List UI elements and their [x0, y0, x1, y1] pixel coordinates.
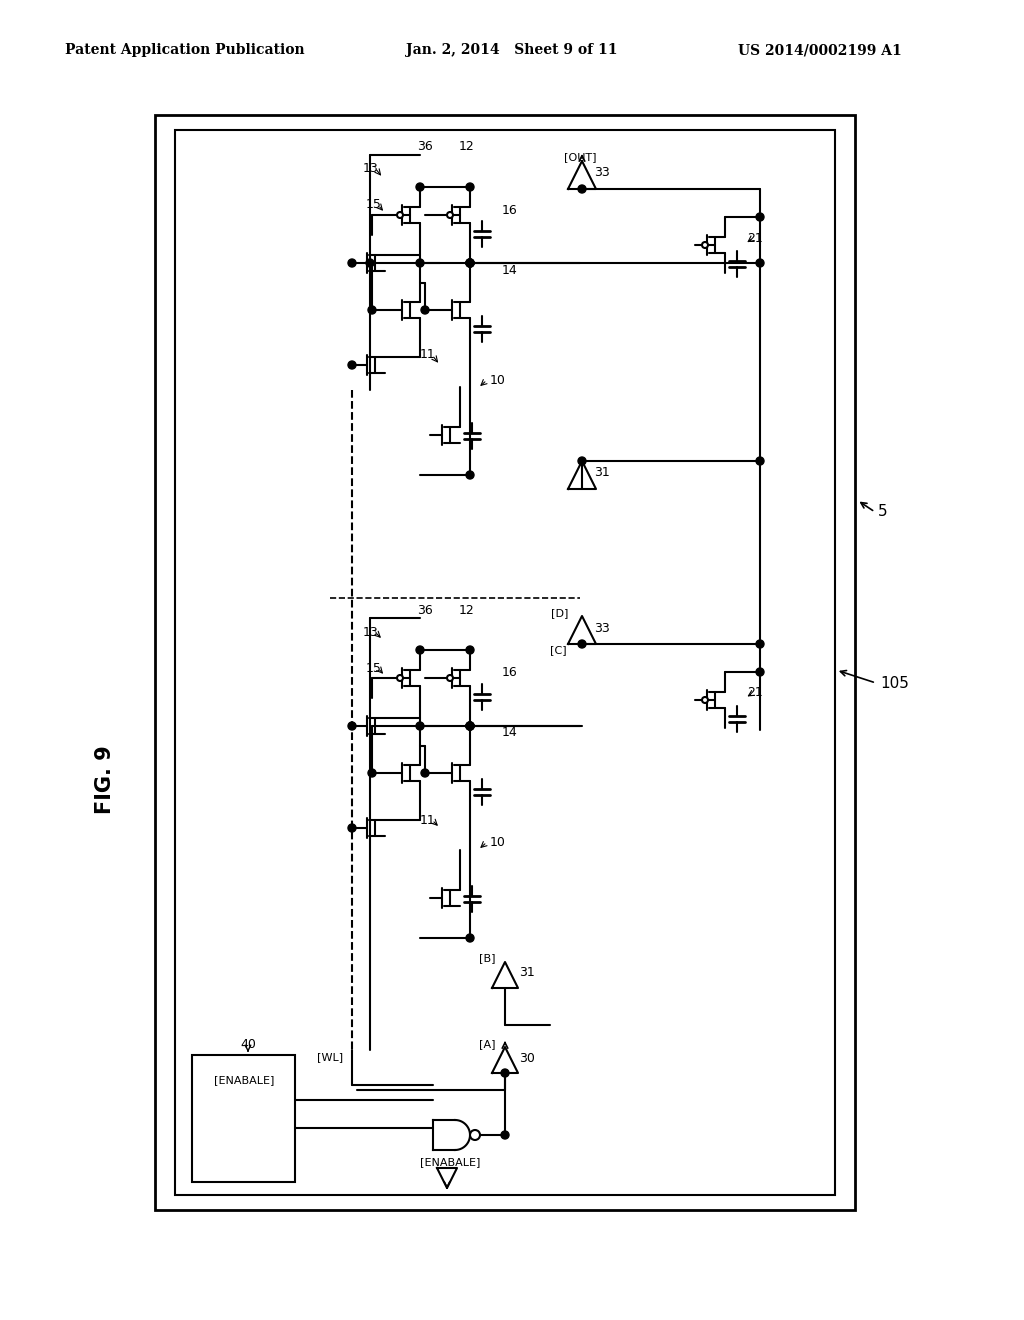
Circle shape: [702, 242, 708, 248]
Text: 10: 10: [490, 374, 506, 387]
Circle shape: [466, 259, 474, 267]
Circle shape: [447, 213, 453, 218]
Text: 40: 40: [240, 1039, 256, 1052]
Text: 21: 21: [748, 686, 763, 700]
Text: Patent Application Publication: Patent Application Publication: [66, 44, 305, 57]
Circle shape: [578, 457, 586, 465]
Circle shape: [397, 213, 403, 218]
Text: [A]: [A]: [479, 1039, 496, 1049]
Circle shape: [366, 259, 374, 267]
Circle shape: [348, 360, 356, 370]
Circle shape: [466, 722, 474, 730]
Text: [WL]: [WL]: [316, 1052, 343, 1063]
Circle shape: [466, 722, 474, 730]
Text: US 2014/0002199 A1: US 2014/0002199 A1: [738, 44, 902, 57]
Text: 33: 33: [594, 165, 610, 178]
Circle shape: [421, 770, 429, 777]
Circle shape: [756, 640, 764, 648]
Text: 13: 13: [362, 626, 378, 639]
Text: 12: 12: [459, 603, 475, 616]
Text: 11: 11: [419, 348, 435, 362]
Text: 33: 33: [594, 622, 610, 635]
Text: 31: 31: [594, 466, 610, 479]
Circle shape: [466, 471, 474, 479]
Text: 5: 5: [878, 504, 888, 520]
Text: 15: 15: [367, 661, 382, 675]
Text: 21: 21: [748, 231, 763, 244]
Circle shape: [397, 675, 403, 681]
Bar: [175, 129, 835, 1195]
Circle shape: [466, 183, 474, 191]
Circle shape: [466, 645, 474, 653]
Circle shape: [702, 697, 708, 704]
Text: 15: 15: [367, 198, 382, 211]
Circle shape: [756, 668, 764, 676]
Text: [ENABALE]: [ENABALE]: [214, 1074, 274, 1085]
Circle shape: [501, 1069, 509, 1077]
Text: 36: 36: [417, 140, 433, 153]
Text: 30: 30: [519, 1052, 535, 1064]
Circle shape: [416, 183, 424, 191]
Circle shape: [447, 675, 453, 681]
Circle shape: [578, 185, 586, 193]
Text: 16: 16: [502, 203, 518, 216]
Circle shape: [470, 1130, 480, 1140]
Text: 13: 13: [362, 161, 378, 174]
Text: 16: 16: [502, 667, 518, 680]
Bar: [193, 1055, 295, 1181]
Bar: [155, 115, 855, 1210]
Text: [D]: [D]: [551, 609, 568, 618]
Text: [ENABALE]: [ENABALE]: [420, 1158, 480, 1167]
Text: FIG. 9: FIG. 9: [95, 746, 115, 814]
Circle shape: [578, 640, 586, 648]
Circle shape: [466, 722, 474, 730]
Circle shape: [756, 213, 764, 220]
Text: 10: 10: [490, 836, 506, 849]
Text: 11: 11: [419, 813, 435, 826]
Circle shape: [348, 722, 356, 730]
Text: 36: 36: [417, 603, 433, 616]
Text: 31: 31: [519, 966, 535, 979]
Text: [B]: [B]: [479, 953, 496, 964]
Circle shape: [416, 259, 424, 267]
Text: 14: 14: [502, 726, 518, 739]
Circle shape: [466, 259, 474, 267]
Text: [OUT]: [OUT]: [564, 152, 596, 162]
Circle shape: [466, 259, 474, 267]
Circle shape: [348, 824, 356, 832]
Circle shape: [368, 306, 376, 314]
Circle shape: [421, 306, 429, 314]
Text: Jan. 2, 2014   Sheet 9 of 11: Jan. 2, 2014 Sheet 9 of 11: [407, 44, 617, 57]
Circle shape: [466, 722, 474, 730]
Circle shape: [756, 259, 764, 267]
Circle shape: [416, 722, 424, 730]
Circle shape: [466, 935, 474, 942]
Text: 14: 14: [502, 264, 518, 276]
Text: 12: 12: [459, 140, 475, 153]
Circle shape: [368, 770, 376, 777]
Circle shape: [416, 645, 424, 653]
Circle shape: [466, 259, 474, 267]
Text: [C]: [C]: [550, 645, 567, 655]
Circle shape: [756, 457, 764, 465]
Text: 105: 105: [880, 676, 909, 690]
Circle shape: [348, 259, 356, 267]
Circle shape: [501, 1131, 509, 1139]
